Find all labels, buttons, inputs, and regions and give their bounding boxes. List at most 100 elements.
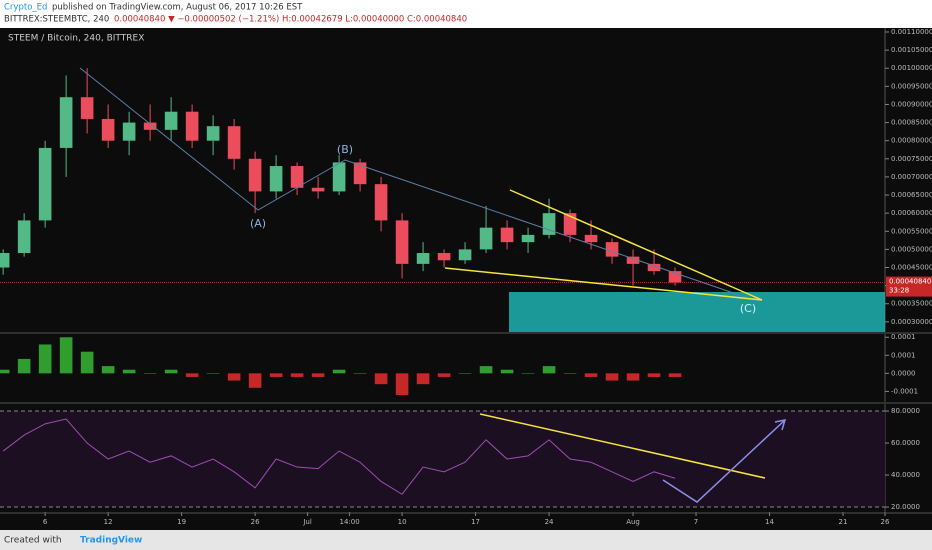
x-tick-label: 14:00	[339, 518, 359, 526]
macd-bar	[290, 373, 304, 377]
macd-bar	[668, 373, 682, 377]
y-tick-label: 0.00045000	[891, 264, 932, 272]
y-tick-label: 0.00030000	[891, 318, 932, 326]
candle-body	[80, 97, 94, 119]
annotation: (C)	[740, 302, 756, 315]
macd-bar	[521, 373, 535, 374]
candle-body	[290, 166, 304, 188]
footer-text: Created with	[4, 536, 62, 546]
y-tick-label: 0.00070000	[891, 173, 932, 181]
x-tick-label: 26	[881, 518, 890, 526]
candle-body	[269, 166, 283, 192]
x-tick-label: 17	[471, 518, 480, 526]
x-tick-label: Jul	[302, 518, 312, 526]
x-tick-label: 12	[104, 518, 113, 526]
macd-bar	[563, 373, 577, 374]
macd-bar	[395, 373, 409, 395]
rsi-line	[2, 418, 676, 495]
x-tick-label: 7	[694, 518, 698, 526]
x-tick-label: 10	[398, 518, 407, 526]
rsi-trendline	[479, 413, 766, 479]
candle-body	[479, 227, 493, 250]
author: Crypto_Ed	[4, 3, 47, 13]
wedge-upper	[509, 189, 763, 301]
y-tick-label: 40.0000	[891, 471, 920, 479]
candle-body	[437, 253, 451, 261]
last-price-tag	[886, 276, 932, 297]
wedge-lower	[444, 267, 763, 301]
candle-body	[542, 213, 556, 235]
macd-bar	[584, 373, 598, 377]
candle-body	[185, 111, 199, 141]
macd-bar	[185, 373, 199, 377]
candle-body	[38, 147, 52, 221]
macd-bar	[0, 369, 10, 374]
pane-title: STEEM / Bitcoin, 240, BITTREX	[8, 34, 144, 44]
y-tick-label: 0.00105000	[891, 46, 932, 54]
candle-body	[353, 162, 367, 185]
wave-line	[79, 67, 749, 299]
candle-body	[206, 126, 220, 141]
candle-body	[416, 253, 430, 264]
target-box	[509, 292, 885, 332]
symbol: BITTREX:STEEMBTC, 240	[4, 15, 109, 25]
macd-bar	[248, 373, 262, 388]
y-tick-label: 80.0000	[891, 407, 920, 415]
projection-arrow	[662, 419, 786, 503]
candle-body	[332, 162, 346, 192]
candle-body	[59, 97, 73, 148]
y-tick-label: 0.0001	[891, 351, 916, 359]
candle-body	[227, 126, 241, 159]
y-tick-label: 0.0000	[891, 369, 916, 377]
y-tick-label: 0.00055000	[891, 227, 932, 235]
y-tick-label: 0.00100000	[891, 64, 932, 72]
candle-body	[605, 242, 619, 257]
macd-bar	[353, 373, 367, 374]
macd-bar	[374, 373, 388, 385]
macd-bar	[101, 366, 115, 374]
macd-bar	[542, 366, 556, 374]
y-tick-label: 0.00110000	[891, 28, 932, 36]
y-tick-label: 0.00065000	[891, 191, 932, 199]
macd-bar	[227, 373, 241, 381]
header-bg	[0, 0, 932, 28]
candle-body	[458, 249, 472, 261]
candle-body	[668, 271, 682, 283]
macd-bar	[332, 369, 346, 374]
macd-bar	[416, 373, 430, 385]
macd-bar	[311, 373, 325, 377]
x-tick-label: 26	[251, 518, 260, 526]
macd-bar	[605, 373, 619, 381]
candle-body	[626, 256, 640, 264]
macd-bar	[479, 366, 493, 374]
candle-body	[584, 234, 598, 243]
x-tick-label: 14	[765, 518, 774, 526]
macd-bar	[164, 369, 178, 374]
candle-body	[395, 220, 409, 264]
y-tick-label: 0.00060000	[891, 209, 932, 217]
y-tick-label: 0.0001	[891, 333, 916, 341]
macd-bar	[647, 373, 661, 377]
macd-bar	[143, 373, 157, 374]
countdown: 33:28	[889, 287, 909, 295]
candle-body	[164, 111, 178, 130]
candle-body	[248, 158, 262, 192]
y-tick-label: 60.0000	[891, 439, 920, 447]
quote: 0.00040840 ▼ −0.00000502 (−1.21%) H:0.00…	[114, 15, 467, 25]
macd-bar	[626, 373, 640, 381]
x-tick-label: 6	[43, 518, 48, 526]
last-price-label: 0.00040840	[889, 278, 931, 286]
macd-bar	[500, 369, 514, 374]
macd-bar	[59, 337, 73, 374]
published: published on TradingView.com, August 06,…	[52, 3, 303, 13]
candle-body	[17, 220, 31, 254]
candle-body	[101, 118, 115, 141]
y-tick-label: 0.00090000	[891, 100, 932, 108]
panes: 0.000300000.000350000.000400000.00045000…	[0, 28, 932, 530]
candle-body	[521, 234, 535, 243]
footer-brand: TradingView	[80, 536, 142, 546]
macd-bar	[437, 373, 451, 377]
macd-bar	[206, 373, 220, 374]
annotation: (A)	[250, 217, 266, 230]
